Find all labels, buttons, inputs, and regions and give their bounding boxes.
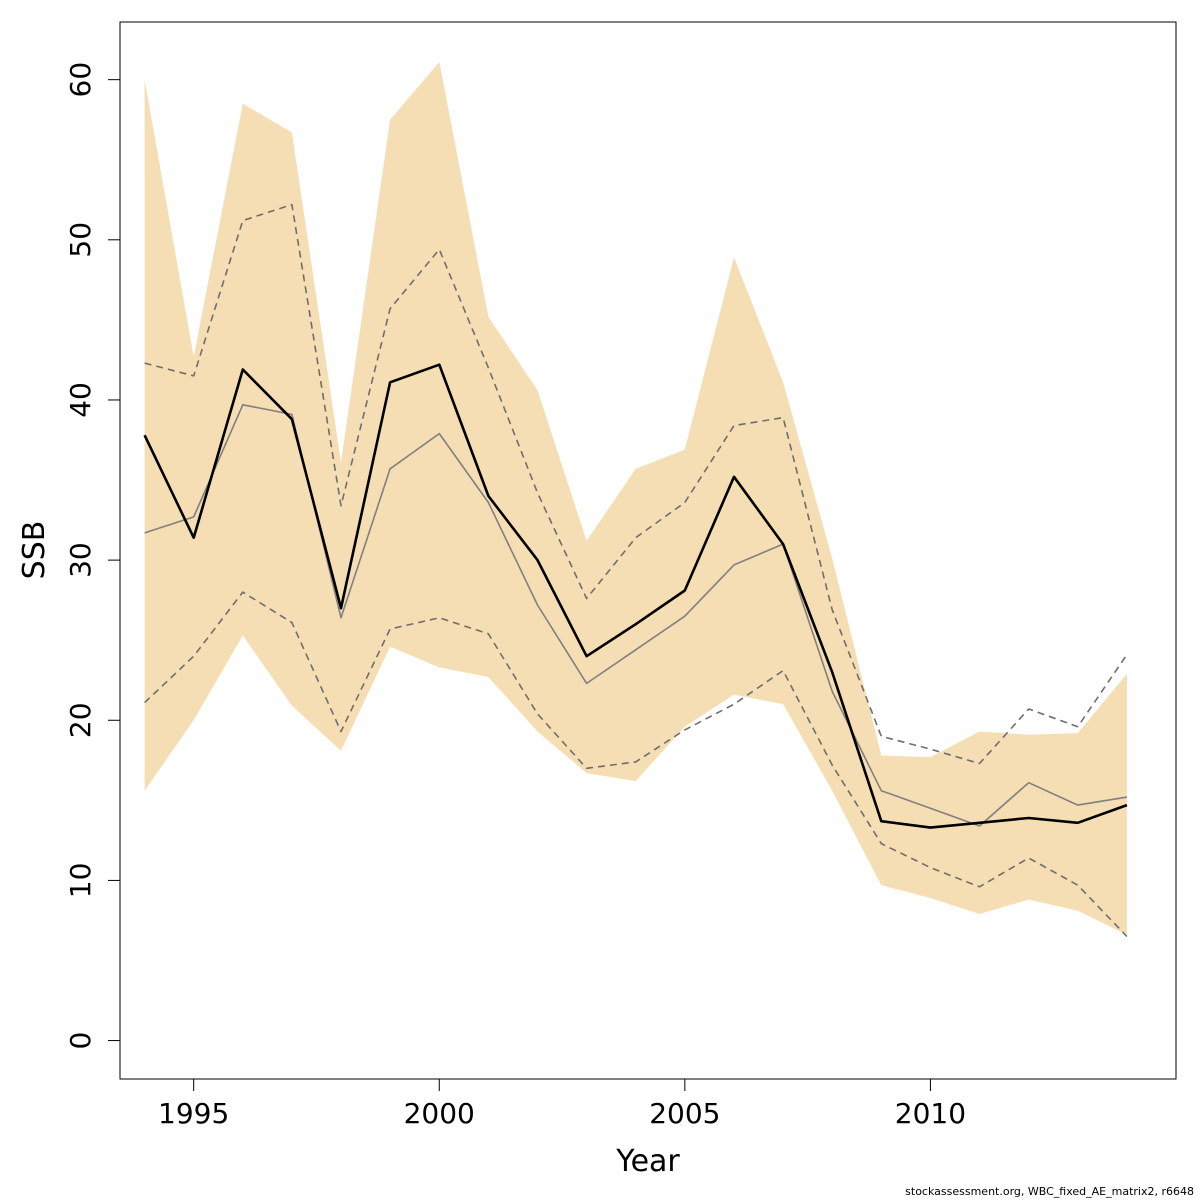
y-tick-label: 60 (64, 62, 97, 98)
ssb-upper-dashed-line (144, 203, 1128, 765)
confidence-band (144, 62, 1127, 935)
y-tick-label: 0 (64, 1032, 97, 1050)
footnote: stockassessment.org, WBC_fixed_AE_matrix… (905, 1185, 1194, 1198)
y-tick-label: 30 (64, 542, 97, 578)
x-axis-title: Year (615, 1144, 680, 1179)
y-tick-label: 10 (64, 863, 97, 899)
axes: 1995 2000 2005 2010 0 10 20 30 40 50 60 (64, 21, 1177, 1130)
x-tick-label: 2005 (649, 1097, 720, 1130)
ssb-estimate-line (143, 363, 1128, 829)
x-tick-label: 2010 (895, 1097, 966, 1130)
ssb-lower-dashed-line (144, 591, 1128, 938)
y-tick-label: 50 (64, 222, 97, 258)
x-tick-label: 2000 (404, 1097, 475, 1130)
y-tick-label: 40 (64, 382, 97, 418)
y-tick-label: 20 (64, 702, 97, 738)
plot-area (143, 62, 1128, 938)
x-tick-label: 1995 (158, 1097, 229, 1130)
y-axis-title: SSB (17, 521, 52, 580)
